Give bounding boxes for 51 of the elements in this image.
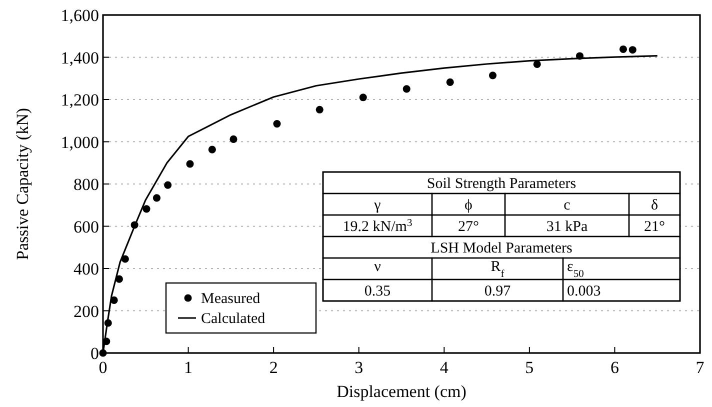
x-tick-label: 4: [440, 358, 449, 377]
point: [359, 94, 367, 102]
point: [628, 46, 636, 54]
x-tick-label: 1: [184, 358, 193, 377]
annotation: 19.2 kN/m$^{3}$: [342, 218, 412, 235]
point: [208, 146, 216, 154]
point: [316, 106, 324, 114]
point: [142, 205, 150, 213]
y-axis-title: Passive Capacity (kN): [13, 108, 32, 260]
point: [533, 60, 541, 68]
point: [186, 160, 194, 168]
point: [488, 72, 497, 80]
y-tick-label: 1,400: [60, 48, 99, 68]
annotation: 0.35: [364, 284, 391, 300]
point: [619, 45, 628, 53]
annotation: δ: [650, 198, 658, 214]
point: [164, 181, 172, 189]
x-tick-label: 6: [610, 358, 619, 377]
annotation: ϕ: [464, 198, 473, 214]
point: [230, 135, 238, 143]
annotation: Soil Strength Parameters: [426, 176, 576, 192]
annotation: LSH Model Parameters: [430, 240, 572, 256]
y-tick-label: 0: [90, 344, 99, 363]
annotation: 31 kPa: [546, 219, 588, 235]
annotation: γ: [373, 198, 382, 214]
legend-label: Calculated: [201, 311, 266, 327]
annotation: R$_{f}$: [490, 259, 505, 280]
y-tick-label: 200: [74, 302, 99, 321]
x-axis-title: Displacement (cm): [336, 382, 466, 401]
y-tick-label: 800: [74, 175, 99, 194]
annotation: 21°: [644, 219, 665, 235]
y-tick-label: 400: [74, 260, 99, 278]
point: [402, 85, 410, 93]
y-tick-label: 600: [74, 217, 99, 236]
annotation: ε$_{50}$: [567, 259, 584, 280]
annotation: c: [564, 198, 571, 214]
x-tick-label: 7: [696, 358, 705, 377]
y-tick-label: 1,000: [60, 132, 99, 152]
annotation: 0.97: [484, 284, 512, 300]
y-tick-label: 1,600: [60, 6, 99, 25]
annotation: 0.003: [567, 284, 601, 300]
x-tick-label: 5: [525, 358, 534, 377]
legend-label: Measured: [201, 291, 261, 307]
x-tick-label: 3: [354, 358, 364, 377]
point: [152, 194, 161, 202]
point: [273, 120, 281, 128]
point: [446, 78, 454, 86]
annotation: ν: [374, 259, 382, 275]
y-tick-label: 1,200: [60, 90, 99, 110]
x-tick-label: 2: [269, 358, 278, 377]
annotation: 27°: [458, 219, 479, 235]
